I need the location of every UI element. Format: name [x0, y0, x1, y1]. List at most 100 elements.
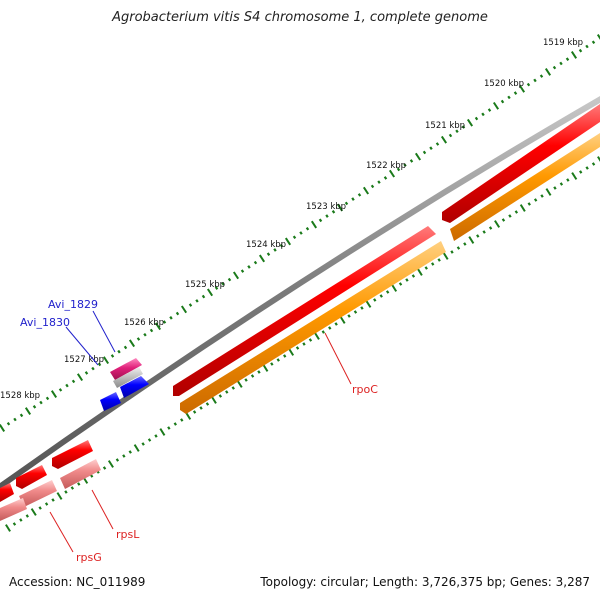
inner-minor-tick — [38, 506, 42, 510]
inner-major-tick — [442, 252, 449, 260]
gene-label-avi-1830: Avi_1830 — [20, 316, 70, 329]
inner-minor-tick — [295, 346, 300, 350]
outer-minor-tick — [240, 269, 245, 273]
avi-1830-gene-b[interactable] — [100, 392, 121, 411]
pink-block-2[interactable] — [19, 480, 57, 507]
outer-major-tick — [284, 237, 292, 246]
outer-minor-tick — [123, 345, 128, 350]
inner-minor-tick — [147, 438, 152, 442]
outer-minor-tick — [84, 371, 89, 375]
outer-minor-tick — [500, 99, 505, 104]
gene-labels: Avi_1829 Avi_1830 rpoC rpsL rpsG — [20, 298, 378, 564]
rpsl-leader — [91, 489, 114, 530]
orange-block-upper[interactable] — [450, 133, 600, 241]
inner-minor-tick — [431, 262, 435, 266]
tick-label-1526: 1526 kbp — [124, 318, 164, 328]
cds-gene-block-4[interactable] — [0, 483, 14, 502]
avi-1830-gene-a[interactable] — [120, 376, 149, 398]
inner-minor-tick — [437, 258, 441, 262]
outer-major-tick — [232, 271, 240, 280]
outer-major-tick — [544, 68, 552, 76]
pink-track — [0, 459, 101, 521]
outer-major-tick — [414, 152, 422, 161]
inner-minor-tick — [250, 374, 255, 378]
gene-label-avi-1829: Avi_1829 — [48, 298, 98, 311]
outer-minor-tick — [377, 180, 381, 184]
cds-track-red — [0, 104, 600, 502]
outer-minor-tick — [247, 265, 251, 269]
cds-gene-block-3[interactable] — [16, 465, 47, 489]
inner-minor-tick — [12, 522, 17, 526]
tick-label-1528: 1528 kbp — [0, 391, 40, 401]
inner-minor-tick — [231, 386, 235, 390]
inner-minor-tick — [77, 482, 81, 486]
inner-minor-tick — [102, 466, 107, 470]
inner-major-tick — [107, 460, 114, 468]
inner-major-tick — [236, 380, 243, 388]
inner-minor-tick — [64, 490, 68, 494]
inner-major-tick — [56, 492, 63, 500]
inner-major-tick — [339, 316, 346, 324]
backbone-ring — [0, 96, 600, 490]
inner-minor-tick — [70, 486, 75, 490]
inner-minor-tick — [19, 518, 23, 522]
inner-minor-tick — [360, 306, 364, 310]
inner-minor-tick — [180, 418, 184, 422]
outer-minor-tick — [221, 282, 225, 286]
inner-minor-tick — [424, 266, 428, 270]
outer-minor-tick — [422, 150, 427, 155]
inner-minor-tick — [321, 330, 325, 334]
inner-major-tick — [391, 284, 398, 292]
inner-minor-tick — [218, 394, 223, 398]
outer-genes — [100, 358, 149, 411]
outer-major-tick — [362, 186, 370, 195]
inner-minor-tick — [154, 434, 158, 438]
tick-label-1522: 1522 kbp — [366, 161, 406, 171]
outer-minor-tick — [318, 218, 323, 223]
inner-major-tick — [288, 348, 295, 356]
inner-minor-tick — [353, 310, 358, 314]
tick-label-1525: 1525 kbp — [185, 280, 225, 290]
inner-minor-tick — [488, 226, 493, 230]
accession-label: Accession: NC_011989 — [9, 575, 146, 589]
inner-major-tick — [545, 188, 552, 196]
rpoC-gene-block[interactable] — [442, 104, 600, 223]
outer-minor-tick — [455, 129, 459, 134]
outer-major-tick — [492, 101, 500, 110]
inner-minor-tick — [540, 194, 544, 198]
cds-gene-block[interactable] — [173, 226, 436, 396]
pink-block-3[interactable] — [0, 498, 27, 521]
inner-minor-tick — [328, 326, 332, 330]
inner-minor-tick — [173, 422, 177, 426]
outer-minor-tick — [32, 404, 37, 409]
cds-gene-block-2[interactable] — [52, 440, 93, 469]
outer-major-tick — [336, 203, 344, 212]
pink-block-1[interactable] — [60, 459, 101, 489]
inner-major-tick — [416, 268, 423, 276]
outer-minor-tick — [429, 146, 433, 151]
outer-minor-tick — [409, 159, 414, 163]
tick-label-1521: 1521 kbp — [425, 121, 465, 131]
gray-gene[interactable] — [113, 367, 143, 388]
inner-minor-tick — [463, 242, 467, 246]
outer-minor-tick — [214, 286, 219, 290]
gene-label-rpsg: rpsG — [76, 551, 102, 564]
inner-minor-tick — [533, 198, 538, 202]
inner-minor-tick — [385, 290, 390, 294]
outer-minor-tick — [507, 95, 511, 100]
outer-minor-tick — [305, 226, 310, 231]
map-title: Agrobacterium vitis S4 chromosome 1, com… — [112, 10, 488, 25]
orange-block-lower[interactable] — [180, 241, 446, 414]
outer-minor-tick — [97, 362, 102, 367]
outer-major-tick — [596, 34, 600, 40]
avi-1829-gene[interactable] — [110, 358, 142, 380]
outer-minor-tick — [299, 231, 303, 235]
inner-major-tick — [5, 524, 11, 532]
inner-minor-tick — [591, 162, 596, 166]
outer-major-tick — [206, 288, 214, 297]
outer-minor-tick — [292, 235, 297, 240]
outer-minor-tick — [539, 74, 544, 78]
outer-major-tick — [128, 339, 136, 348]
outer-minor-tick — [474, 116, 479, 121]
